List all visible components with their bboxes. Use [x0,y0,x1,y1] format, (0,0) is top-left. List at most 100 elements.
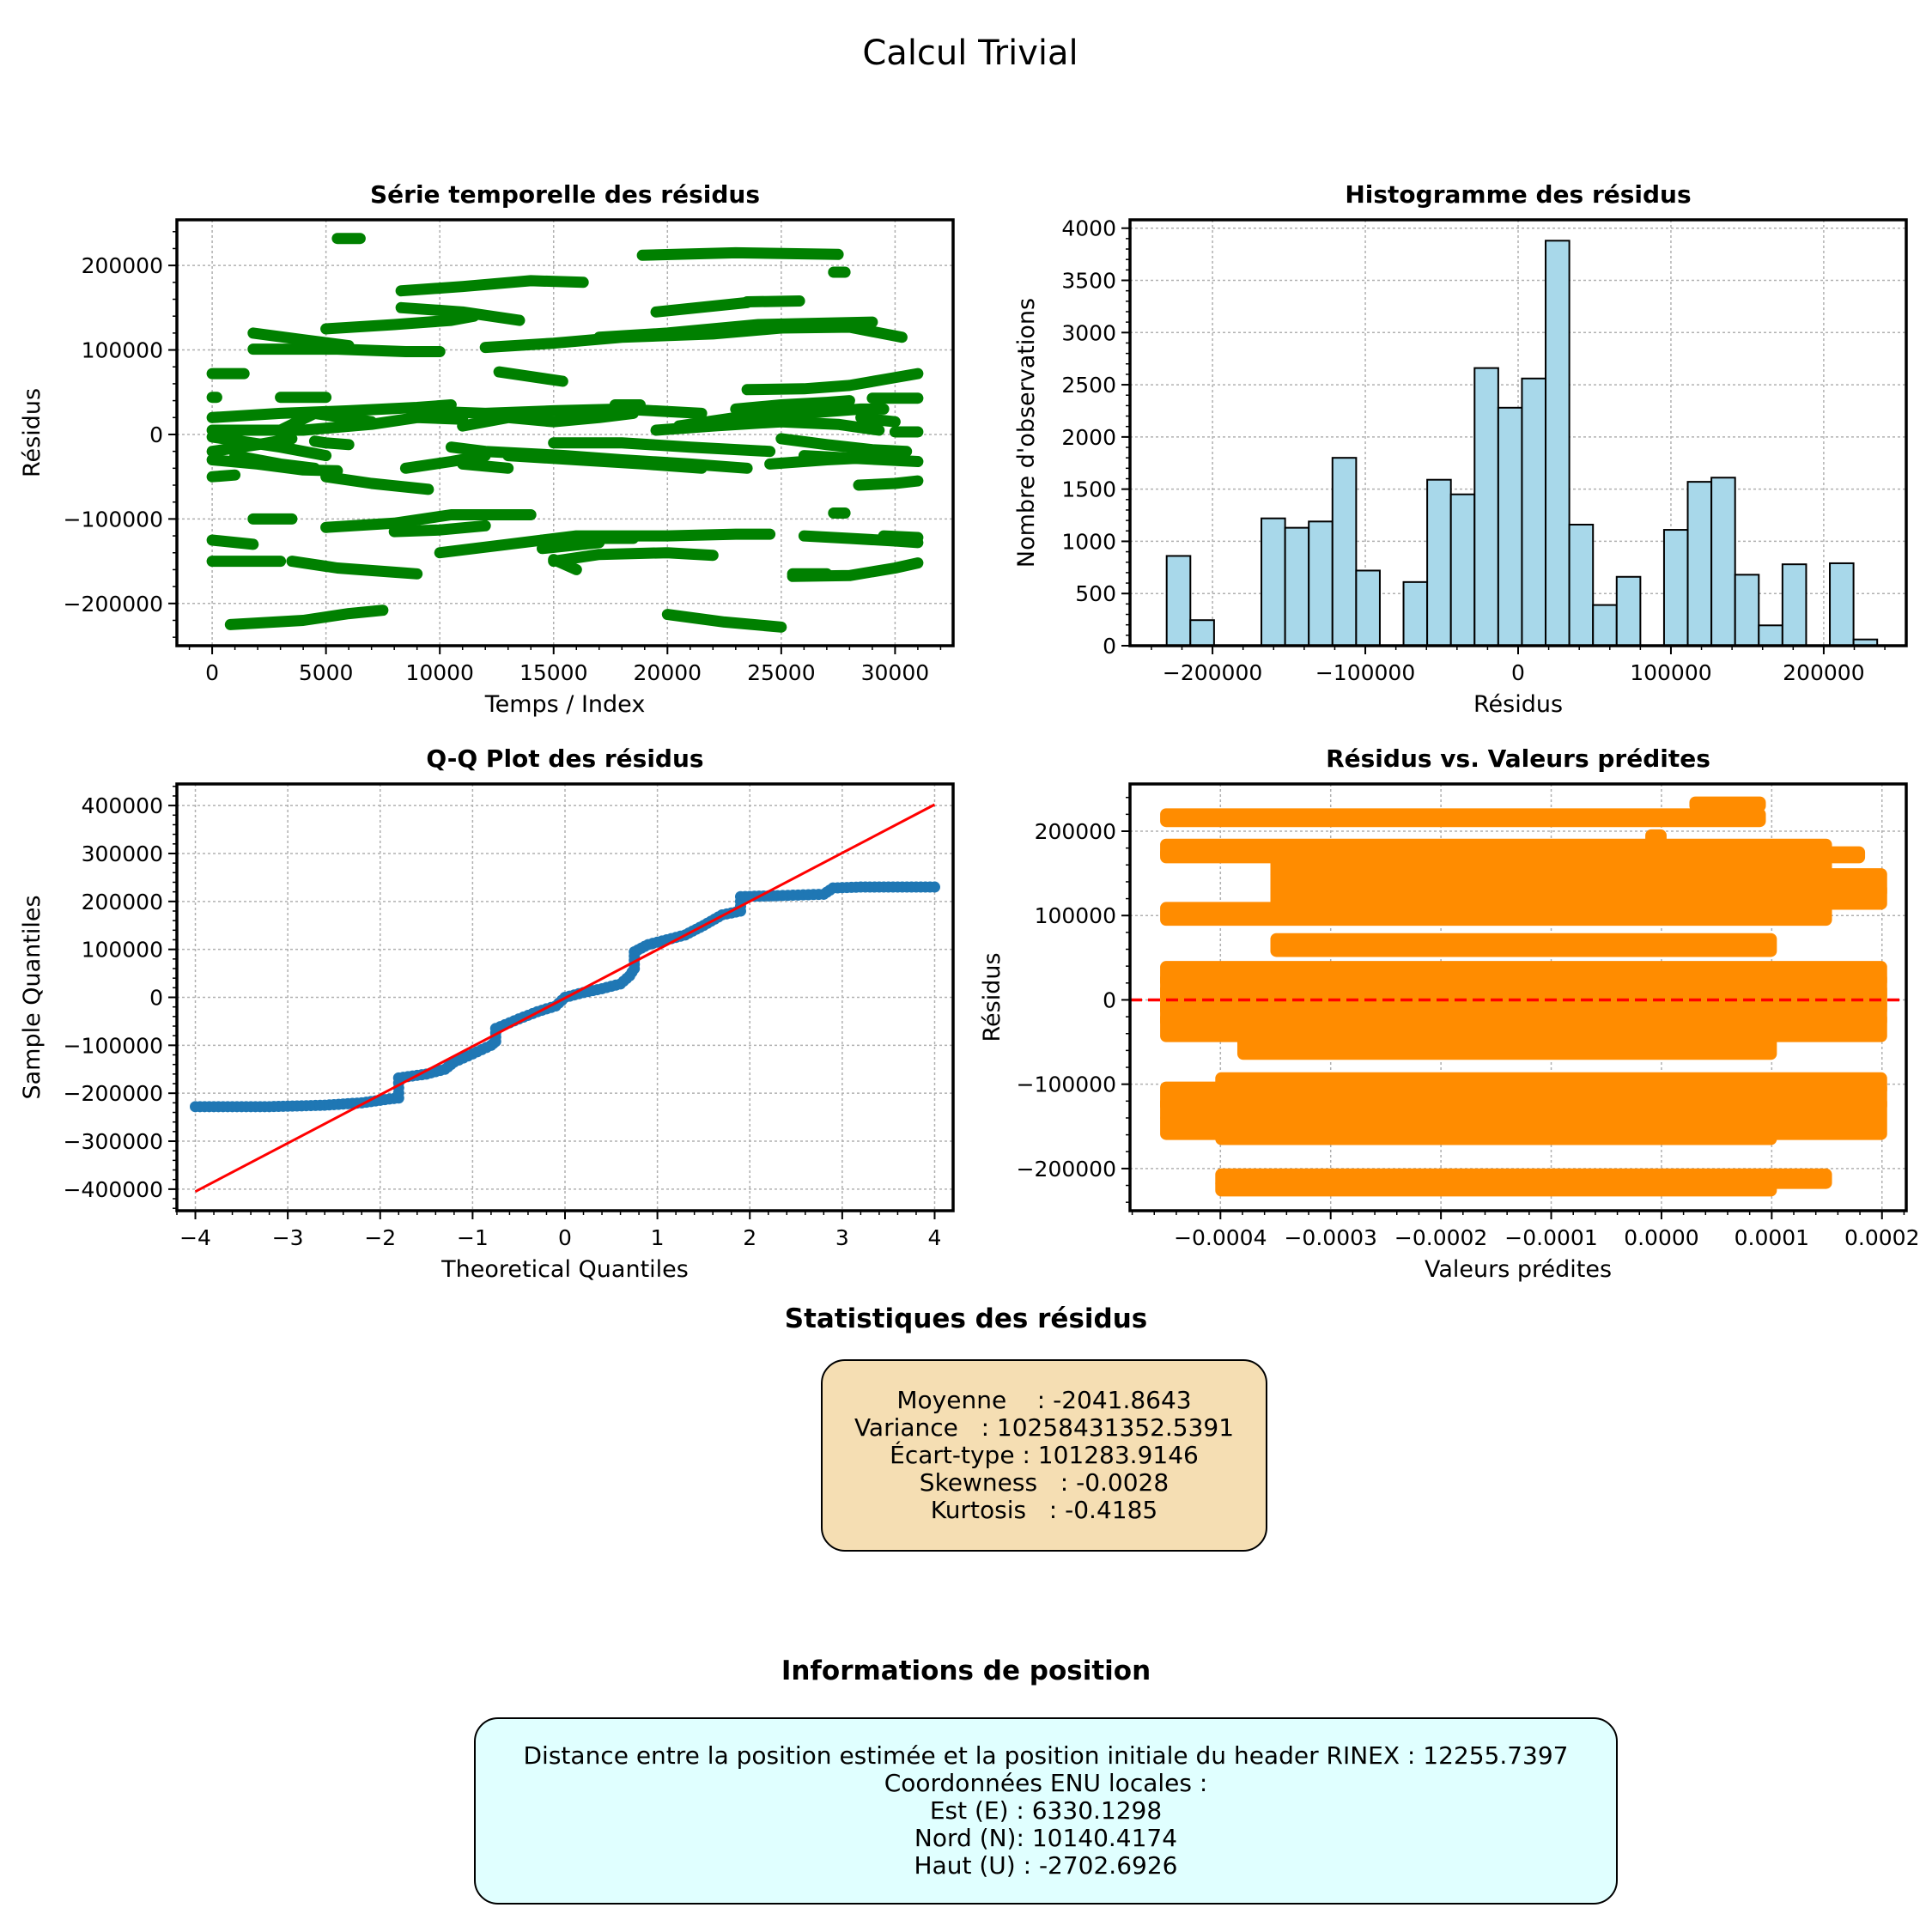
x-axis-label: Valeurs prédites [1425,1256,1612,1283]
y-tick-label: 4000 [1061,216,1116,241]
y-tick-label: 300000 [82,841,163,866]
y-tick-label: 100000 [1035,903,1116,928]
position-box: Distance entre la position estimée et la… [474,1717,1618,1905]
residual-series-segment [399,450,491,474]
y-tick-label: 1000 [1061,529,1116,554]
prediction-scatter-band [1689,796,1766,812]
histogram-bar [1710,477,1736,646]
histogram-bar [1449,493,1476,646]
y-tick-label: 400000 [82,793,163,818]
histogram-bar [1734,574,1760,646]
stats-title: Statistiques des résidus [784,1303,1148,1334]
qq-point [928,881,940,893]
residual-series-segment [388,519,491,538]
residual-series-segment [741,295,805,307]
prediction-scatter-band [1215,1124,1777,1145]
position-line: Distance entre la position estimée et la… [523,1741,1569,1770]
x-tick-label: 10000 [405,660,474,685]
residual-series-segment [548,554,582,575]
y-tick-label: 100000 [82,938,163,963]
histogram-bar [1568,523,1595,646]
residual-series-segment [320,310,480,335]
chart-title: Résidus vs. Valeurs prédites [1326,744,1710,773]
x-tick-label: 0 [558,1225,572,1250]
y-tick-label: −200000 [1017,1157,1116,1182]
y-tick-label: −100000 [64,507,163,532]
x-tick-label: 0 [205,660,219,685]
x-tick-label: 1 [651,1225,665,1250]
residual-series-segment [275,407,378,436]
y-tick-label: −200000 [64,1081,163,1106]
residual-series-segment [775,433,913,458]
residual-series-segment [457,458,514,474]
x-tick-label: 4 [928,1225,942,1250]
figure-title: Calcul Trivial [862,33,1078,73]
plot-area [190,803,940,1193]
x-tick-label: −2 [364,1225,396,1250]
y-tick-label: 3500 [1061,269,1116,294]
y-tick-label: 1500 [1061,477,1116,502]
residual-series-segment [878,530,924,544]
y-tick-label: 0 [149,986,163,1011]
position-line: Coordonnées ENU locales : [884,1769,1208,1797]
y-tick-label: 500 [1075,581,1116,606]
y-tick-label: 200000 [82,253,163,278]
x-tick-label: 30000 [861,660,930,685]
plot-area [206,233,924,633]
histogram-bar [1781,563,1807,646]
residual-series-segment [636,246,844,261]
residual-series-segment [206,469,241,483]
residual-series-segment [247,343,446,357]
histogram-bar [1402,580,1429,646]
chart-2: −200000 −100000 0 100000 200000 0 500 1000 1500 2… [1013,180,1908,718]
x-tick-label: −0.0003 [1284,1225,1376,1250]
y-tick-label: 0 [1103,987,1116,1012]
residual-series-segment [661,609,787,633]
residual-series-segment [548,437,776,458]
histogram-bar [1165,555,1192,646]
x-axis-label: Temps / Index [484,691,646,718]
histogram-bar [1686,481,1713,646]
residual-series-segment [741,368,924,396]
x-tick-label: −0.0002 [1394,1225,1487,1250]
residual-series-segment [411,403,708,419]
axes-frame [1128,782,1908,1212]
residual-series-segment [650,296,753,318]
x-tick-label: 3 [835,1225,849,1250]
residual-series-segment [224,605,389,630]
residual-series-segment [308,435,355,451]
histogram-bar [1426,478,1452,646]
stats-line: Skewness : -0.0028 [919,1468,1170,1497]
y-tick-label: 200000 [82,890,163,914]
y-tick-label: −100000 [1017,1072,1116,1097]
residual-series-segment [502,450,708,474]
residual-series-segment [493,366,568,387]
residual-series-segment [286,556,423,580]
x-axis-label: Résidus [1473,691,1563,718]
x-tick-label: −1 [457,1225,489,1250]
x-tick-label: 20000 [634,660,702,685]
stats-line: Moyenne : -2041.8643 [896,1386,1192,1414]
position-line: Haut (U) : -2702.6926 [914,1851,1178,1880]
chart-3: −4 −3 −2 −1 0 1 2 3 4 −400000 −300000 −200000 −10000… [19,744,955,1283]
stats-line: Kurtosis : -0.4185 [930,1496,1158,1524]
x-axis-label: Theoretical Quantiles [440,1256,689,1283]
histogram-bar [1497,406,1523,646]
residual-series-segment [650,416,885,436]
histogram-bar [1829,562,1855,646]
residual-series-segment [395,301,526,326]
chart-4: −0.0004 −0.0003 −0.0002 −0.0001 0.0000 0.0001… [979,744,1919,1283]
residual-series-segment [229,450,320,474]
y-tick-label: −100000 [64,1033,163,1058]
position-line: Nord (N): 10140.4174 [914,1824,1178,1852]
prediction-scatter-band [1160,808,1766,828]
x-tick-label: −3 [272,1225,304,1250]
y-tick-label: 2000 [1061,425,1116,450]
y-tick-label: 100000 [82,338,163,363]
histogram-bar [1615,575,1642,646]
y-tick-label: 3000 [1061,320,1116,345]
residual-series-segment [593,316,878,343]
chart-title: Histogramme des résidus [1345,180,1691,209]
